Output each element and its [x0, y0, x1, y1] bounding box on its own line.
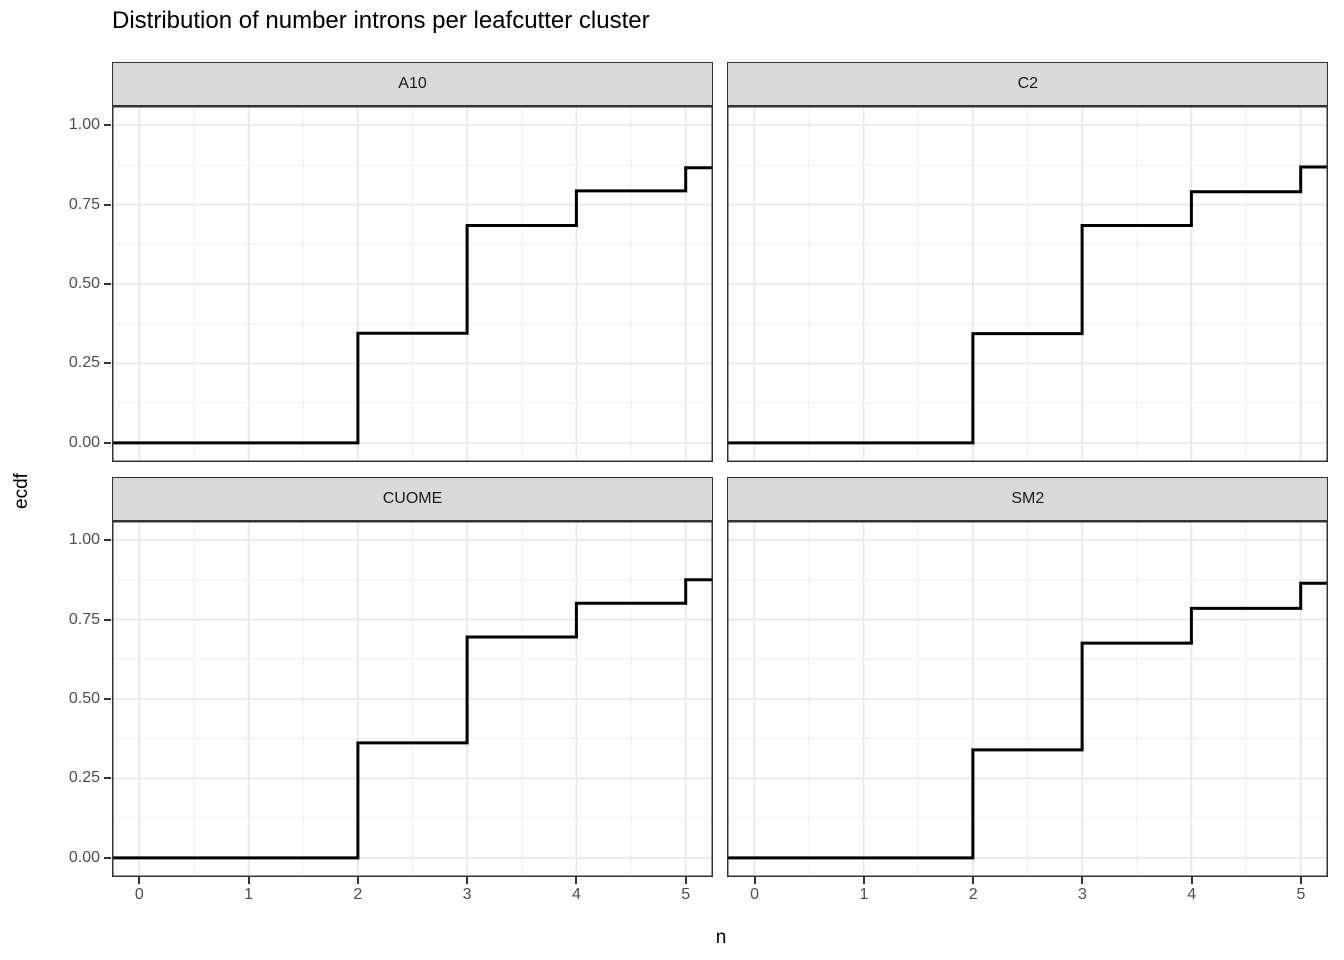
y-axis-tick-label: 1.00 — [68, 116, 100, 134]
x-axis-tick-label: 4 — [571, 886, 581, 903]
x-axis-tick-label: 0 — [134, 886, 144, 903]
facet-strip-label: A10 — [398, 75, 427, 92]
ecdf-step-line-A10 — [112, 166, 713, 445]
y-axis-tick-label: 1.00 — [68, 531, 100, 549]
x-axis-tick-label: 5 — [1296, 886, 1306, 903]
facet-panel-SM2 — [727, 521, 1329, 877]
y-axis-tick-mark — [104, 441, 111, 444]
x-axis-tick-mark — [466, 877, 469, 884]
y-axis-tick-label: 0.50 — [68, 690, 100, 707]
y-axis-tick-mark — [104, 856, 111, 859]
y-axis-tick-label: 0.00 — [68, 848, 100, 866]
facet-panel-CUOME — [112, 521, 713, 877]
x-axis-tick-mark — [684, 877, 687, 884]
x-axis-tick-mark — [1299, 877, 1302, 884]
x-axis-tick-mark — [247, 877, 250, 884]
x-axis-title: n — [715, 927, 727, 948]
x-axis-tick-label: 3 — [462, 886, 472, 903]
facet-strip-label: SM2 — [1011, 490, 1045, 507]
facet-strip-label: CUOME — [382, 490, 443, 507]
y-axis-tick-label: 0.25 — [68, 769, 100, 787]
x-axis-tick-mark — [753, 877, 756, 884]
facet-strip-A10: A10 — [112, 62, 713, 106]
facet-strip-SM2: SM2 — [727, 477, 1329, 521]
y-axis-title: ecdf — [11, 473, 32, 509]
y-axis-tick-label: 0.50 — [68, 275, 100, 292]
y-axis-tick-mark — [104, 124, 111, 127]
ecdf-step-line-CUOME — [112, 578, 713, 860]
panel-border — [727, 106, 1329, 462]
x-axis-tick-label: 5 — [681, 886, 691, 903]
x-axis-tick-mark — [972, 877, 975, 884]
x-axis-tick-label: 1 — [859, 886, 869, 903]
facet-panel-A10 — [112, 106, 713, 462]
y-axis-tick-label: 0.00 — [68, 433, 100, 451]
facet-strip-CUOME: CUOME — [112, 477, 713, 521]
x-axis-tick-label: 2 — [968, 886, 978, 903]
x-axis-tick-mark — [862, 877, 865, 884]
x-axis-tick-mark — [356, 877, 359, 884]
x-axis-tick-label: 0 — [750, 886, 760, 903]
y-axis-tick-label: 0.75 — [68, 610, 100, 628]
y-axis-tick-mark — [104, 539, 111, 542]
x-axis-tick-label: 4 — [1187, 886, 1197, 903]
y-axis-tick-mark — [104, 777, 111, 780]
x-axis-tick-mark — [575, 877, 578, 884]
panel-border — [112, 521, 713, 877]
ecdf-step-line-C2 — [727, 165, 1329, 445]
panel-border — [727, 521, 1329, 877]
y-axis-tick-mark — [104, 203, 111, 206]
facet-strip-label: C2 — [1017, 75, 1039, 92]
y-axis-tick-mark — [104, 698, 111, 700]
x-axis-tick-mark — [138, 877, 141, 884]
x-axis-tick-mark — [1081, 877, 1084, 884]
facet-strip-C2: C2 — [727, 62, 1329, 106]
y-axis-tick-mark — [104, 362, 111, 365]
x-axis-tick-label: 1 — [244, 886, 254, 903]
plot-title: Distribution of number introns per leafc… — [112, 7, 650, 34]
panel-border — [112, 106, 713, 462]
x-axis-tick-mark — [1190, 877, 1193, 884]
y-axis-tick-mark — [104, 283, 111, 285]
ecdf-step-line-SM2 — [727, 581, 1329, 860]
y-axis-tick-label: 0.25 — [68, 354, 100, 372]
y-axis-tick-label: 0.75 — [68, 195, 100, 213]
facet-panel-C2 — [727, 106, 1329, 462]
x-axis-tick-label: 3 — [1077, 886, 1087, 903]
x-axis-tick-label: 2 — [353, 886, 363, 903]
y-axis-tick-mark — [104, 618, 111, 621]
